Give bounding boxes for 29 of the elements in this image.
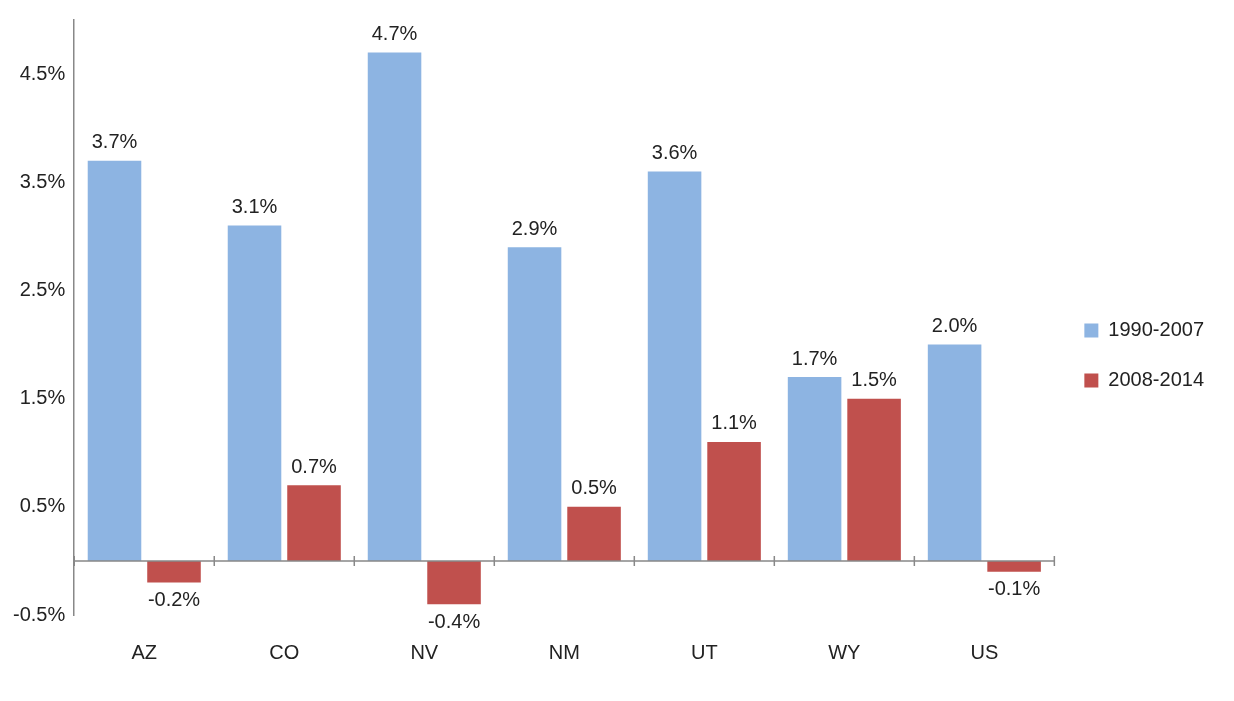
data-label: -0.4% [427, 609, 481, 632]
data-label: 1.1% [711, 411, 758, 434]
y-tick-label: 3.5% [19, 169, 66, 192]
y-tick-label: 4.5% [19, 61, 66, 84]
data-label: 3.6% [651, 140, 698, 163]
y-tick-label: 1.5% [19, 386, 66, 409]
x-tick-label: WY [828, 640, 861, 663]
x-tick-label: CO [269, 640, 300, 663]
y-tick-label: -0.5% [13, 602, 66, 625]
data-label: 3.7% [91, 130, 138, 153]
data-label: 1.7% [791, 346, 838, 369]
x-tick-label: UT [690, 640, 718, 663]
data-label: 3.1% [231, 195, 278, 218]
x-tick-label: AZ [131, 640, 158, 663]
data-label: 4.7% [371, 21, 418, 44]
data-label: 2.9% [511, 216, 558, 239]
data-label: 0.5% [571, 476, 618, 499]
legend-label: 2008-2014 [1108, 368, 1205, 391]
y-tick-label: 2.5% [19, 277, 66, 300]
x-tick-label: NM [548, 640, 580, 663]
data-label: -0.2% [147, 588, 201, 611]
y-tick-label: 0.5% [19, 494, 66, 517]
data-label: 2.0% [931, 314, 978, 337]
x-tick-label: US [970, 640, 999, 663]
data-label: 0.7% [291, 454, 338, 477]
x-tick-label: NV [410, 640, 439, 663]
data-label: 1.5% [851, 368, 898, 391]
data-label: -0.1% [987, 577, 1041, 600]
legend-label: 1990-2007 [1108, 318, 1205, 341]
